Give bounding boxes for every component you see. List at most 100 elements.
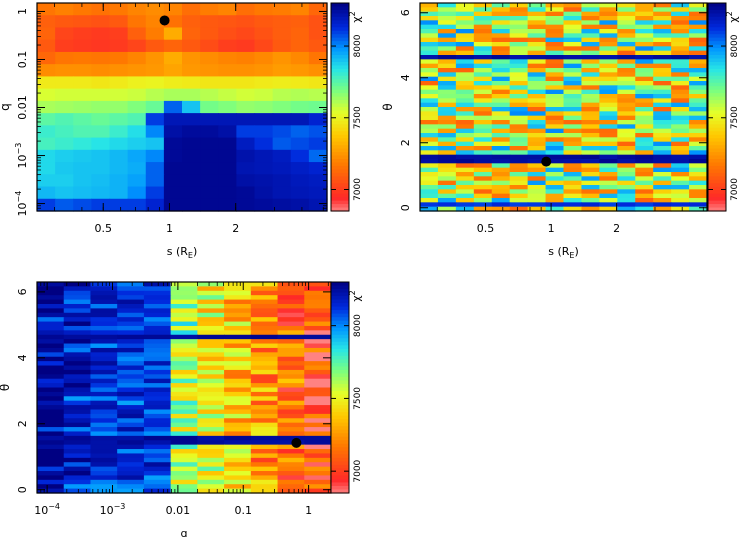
heatmap-cell: [653, 115, 672, 121]
heatmap-cell: [671, 81, 690, 86]
heatmap-cell: [653, 128, 672, 134]
heatmap-cell: [170, 299, 198, 305]
heatmap-cell: [37, 325, 65, 331]
heatmap-cell: [236, 137, 256, 151]
heatmap-cell: [545, 150, 565, 156]
heatmap-cell: [250, 343, 279, 349]
heatmap-cell: [127, 15, 147, 29]
heatmap-cell: [117, 387, 145, 393]
heatmap-cell: [563, 29, 583, 34]
heatmap-cell: [527, 63, 547, 69]
heatmap-cell: [545, 42, 565, 47]
heatmap-cell: [689, 94, 708, 99]
heatmap-cell: [509, 111, 529, 117]
heatmap-cell: [455, 163, 475, 169]
heatmap-cell: [563, 50, 583, 56]
heatmap-cell: [563, 159, 583, 164]
heatmap-cell: [617, 20, 636, 26]
colorbar-swatch: [331, 310, 349, 315]
heatmap-cell: [545, 137, 565, 143]
heatmap-cell: [689, 29, 708, 34]
heatmap-cell: [224, 369, 252, 375]
heatmap-cell: [581, 172, 600, 177]
heatmap-cell: [304, 488, 332, 494]
heatmap-cell: [653, 7, 672, 13]
heatmap-cell: [653, 89, 672, 95]
heatmap-cell: [170, 378, 198, 384]
heatmap-cell: [437, 202, 457, 208]
heatmap-cell: [117, 356, 145, 362]
heatmap-cell: [117, 391, 145, 397]
heatmap-cell: [653, 76, 672, 82]
colorbar-swatch: [331, 169, 349, 174]
heatmap-cell: [617, 37, 636, 43]
colorbar-swatch: [708, 110, 726, 115]
heatmap-cell: [491, 124, 511, 130]
heatmap-cell: [671, 20, 690, 26]
heatmap-cell: [527, 172, 547, 177]
heatmap-cell: [145, 100, 165, 114]
heatmap-cell: [145, 174, 165, 188]
heatmap-cell: [117, 427, 145, 433]
colorbar-swatch: [331, 429, 349, 434]
colorbar-swatch: [331, 75, 349, 80]
heatmap-cell: [545, 81, 565, 86]
heatmap-cell: [37, 343, 65, 349]
heatmap-cell: [599, 120, 618, 125]
heatmap-cell: [250, 295, 279, 301]
heatmap-cell: [437, 189, 457, 195]
heatmap-cell: [290, 51, 310, 65]
heatmap-cell: [277, 343, 305, 349]
heatmap-cell: [224, 427, 252, 433]
heatmap-cell: [197, 427, 225, 433]
heatmap-cell: [117, 440, 145, 446]
heatmap-cell: [599, 189, 618, 195]
heatmap-cell: [73, 137, 92, 151]
heatmap-cell: [90, 488, 118, 494]
heatmap-cell: [224, 374, 252, 380]
heatmap-cell: [617, 29, 636, 34]
heatmap-cell: [653, 137, 672, 143]
heatmap-cell: [277, 352, 305, 358]
heatmap-cell: [635, 46, 654, 52]
heatmap-cell: [473, 150, 493, 156]
heatmap-cell: [170, 427, 198, 433]
heatmap-cell: [117, 400, 145, 406]
heatmap-cell: [635, 206, 654, 212]
heatmap-cell: [473, 128, 493, 134]
heatmap-cell: [109, 64, 129, 78]
heatmap-cell: [671, 159, 690, 164]
heatmap-cell: [581, 137, 600, 143]
colorbar-swatch: [331, 82, 349, 87]
heatmap-cell: [170, 391, 198, 397]
heatmap-cell: [63, 418, 92, 424]
heatmap-cell: [37, 303, 65, 309]
heatmap-cell: [277, 484, 305, 490]
heatmap-cell: [90, 361, 118, 367]
heatmap-cell: [671, 63, 690, 69]
heatmap-cell: [55, 125, 74, 139]
heatmap-cell: [163, 198, 183, 212]
heatmap-cell: [224, 444, 252, 450]
heatmap-cell: [290, 88, 310, 102]
heatmap-cell: [527, 89, 547, 95]
heatmap-cell: [218, 100, 237, 114]
heatmap-cell: [545, 115, 565, 121]
heatmap-cell: [197, 378, 225, 384]
heatmap-cell: [63, 462, 92, 468]
heatmap-cell: [420, 141, 439, 147]
colorbar-swatch: [331, 134, 349, 139]
heatmap-cell: [599, 55, 618, 60]
heatmap-cell: [545, 55, 565, 60]
heatmap-cell: [491, 193, 511, 199]
heatmap-cell: [143, 391, 172, 397]
heatmap-cell: [73, 113, 92, 126]
heatmap-cell: [545, 11, 565, 17]
heatmap-cell: [653, 167, 672, 173]
heatmap-cell: [117, 413, 145, 419]
heatmap-cell: [617, 206, 636, 212]
heatmap-cell: [272, 15, 292, 29]
heatmap-cell: [63, 405, 92, 411]
heatmap-cell: [473, 42, 493, 47]
x-tick-label: 0.1: [234, 504, 252, 517]
